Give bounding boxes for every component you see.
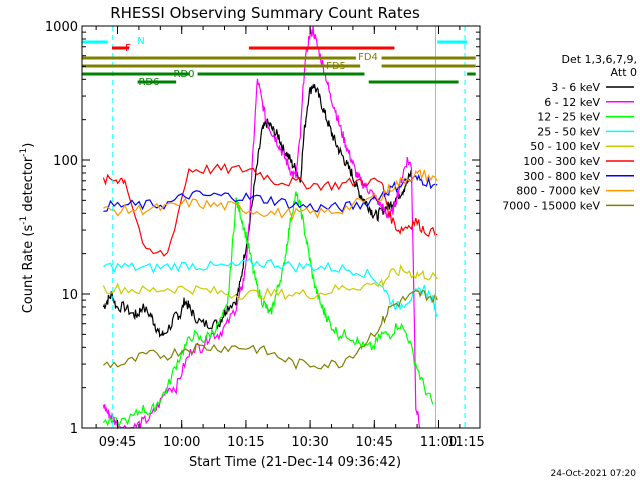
flag-label-FD4: FD4 [358, 52, 378, 63]
series-layer [102, 25, 438, 430]
x-tick-label-0: 09:45 [99, 435, 136, 450]
flag-label-F: F [125, 43, 131, 54]
legend: Det 1,3,6,7,9,Att 0 3 - 6 keV 6 - 12 keV 12… [502, 53, 637, 212]
legend-label-3: 25 - 50 keV [537, 125, 600, 138]
y-axis-label: Count Rate (s-1 detector-1) [19, 143, 36, 314]
x-axis-label: Start Time (21-Dec-14 09:36:42) [189, 455, 401, 470]
series-line-8 [103, 289, 438, 370]
series-line-6 [103, 173, 438, 213]
x-tick-label-3: 10:30 [291, 435, 328, 450]
plot-frame [81, 25, 481, 429]
y-axis-label-end: ) [21, 143, 36, 148]
flag-label-RD6: RD6 [138, 77, 159, 88]
legend-label-1: 6 - 12 keV [544, 96, 600, 109]
y-tick-label-0: 1 [70, 422, 78, 437]
y-tick-label-2: 100 [53, 154, 78, 169]
flag-label-FD5: FD5 [326, 61, 346, 72]
flag-label-N: N [137, 36, 144, 47]
y-axis-label-rest: detector [21, 156, 36, 216]
chart-title: RHESSI Observing Summary Count Rates [110, 4, 420, 22]
legend-label-7: 800 - 7000 keV [516, 185, 600, 198]
series-line-7 [103, 169, 438, 221]
x-tick-label-1: 10:00 [163, 435, 200, 450]
series-line-2 [102, 191, 434, 428]
y-axis-label-sup2: -1 [19, 148, 29, 157]
legend-label-5: 100 - 300 keV [523, 155, 600, 168]
flag-bars-layer: NF FD4 FD5 RD0 RD6 [82, 26, 476, 428]
legend-label-0: 3 - 6 keV [551, 81, 600, 94]
y-axis-label-main: Count Rate (s [21, 225, 36, 314]
x-tick-label-4: 10:45 [356, 435, 393, 450]
legend-header-1: Att 0 [611, 66, 637, 79]
legend-label-8: 7000 - 15000 keV [502, 199, 600, 212]
legend-header-0: Det 1,3,6,7,9, [561, 53, 637, 66]
series-line-4 [102, 263, 438, 301]
y-tick-label-1: 10 [61, 288, 78, 303]
footer-timestamp: 24-Oct-2021 07:20 [551, 469, 637, 479]
legend-label-2: 12 - 25 keV [537, 111, 600, 124]
x-tick-label-2: 10:15 [227, 435, 264, 450]
y-tick-label-3: 1000 [45, 20, 78, 35]
legend-label-6: 300 - 800 keV [523, 170, 600, 183]
x-tick-label-5: 11:00 [420, 435, 457, 450]
flag-label-RD0: RD0 [173, 69, 194, 80]
legend-label-4: 50 - 100 keV [530, 140, 600, 153]
y-axis-label-sup: -1 [19, 216, 29, 225]
series-line-5 [102, 162, 438, 257]
x-tick-label-last: 11:15 [447, 435, 484, 450]
axes-layer: 1 10 100 1000 09:45 10:00 10:15 10:30 10:45 11:00… [45, 20, 485, 450]
